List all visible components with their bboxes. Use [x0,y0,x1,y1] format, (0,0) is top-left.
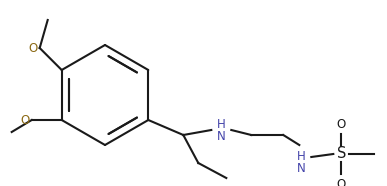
Text: O: O [337,118,346,131]
Text: S: S [337,147,346,161]
Text: O: O [21,113,30,126]
Text: H
N: H N [217,118,226,142]
Text: O: O [337,177,346,186]
Text: O: O [29,41,38,54]
Text: H
N: H N [297,150,306,174]
